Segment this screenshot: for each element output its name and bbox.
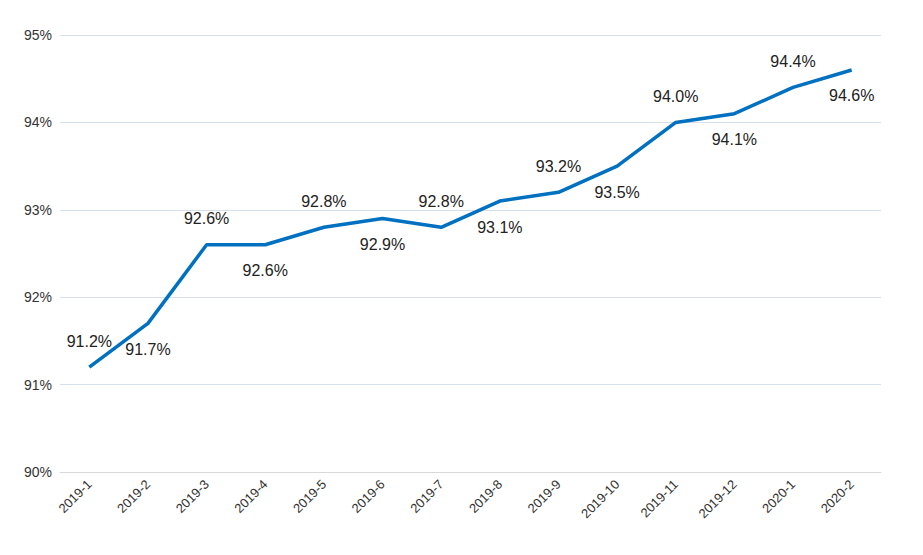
svg-text:93.1%: 93.1%: [477, 219, 522, 236]
svg-text:92.9%: 92.9%: [360, 236, 405, 253]
svg-text:2019-12: 2019-12: [695, 477, 739, 521]
svg-text:2019-3: 2019-3: [173, 477, 212, 516]
svg-text:92%: 92%: [24, 289, 52, 305]
svg-text:2019-1: 2019-1: [55, 477, 94, 516]
svg-text:2019-11: 2019-11: [637, 477, 681, 521]
svg-text:91.7%: 91.7%: [125, 341, 170, 358]
svg-text:2019-8: 2019-8: [466, 477, 505, 516]
svg-text:94.6%: 94.6%: [829, 87, 874, 104]
svg-text:91.2%: 91.2%: [67, 333, 112, 350]
svg-text:90%: 90%: [24, 464, 52, 480]
svg-text:2019-6: 2019-6: [349, 477, 388, 516]
svg-text:93.5%: 93.5%: [594, 184, 639, 201]
svg-text:92.6%: 92.6%: [184, 210, 229, 227]
svg-text:94%: 94%: [24, 114, 52, 130]
svg-text:92.6%: 92.6%: [243, 262, 288, 279]
svg-text:2020-2: 2020-2: [818, 477, 857, 516]
svg-text:95%: 95%: [24, 27, 52, 43]
svg-text:94.1%: 94.1%: [712, 131, 757, 148]
svg-text:2019-7: 2019-7: [407, 477, 446, 516]
svg-text:2019-2: 2019-2: [114, 477, 153, 516]
svg-text:91%: 91%: [24, 377, 52, 393]
svg-text:93%: 93%: [24, 202, 52, 218]
svg-text:94.0%: 94.0%: [653, 88, 698, 105]
svg-text:2019-5: 2019-5: [290, 477, 329, 516]
svg-text:2019-9: 2019-9: [525, 477, 564, 516]
svg-text:94.4%: 94.4%: [770, 53, 815, 70]
svg-text:92.8%: 92.8%: [418, 193, 463, 210]
svg-text:92.8%: 92.8%: [301, 193, 346, 210]
svg-text:2020-1: 2020-1: [759, 477, 798, 516]
svg-text:2019-10: 2019-10: [578, 477, 622, 521]
svg-text:2019-4: 2019-4: [231, 477, 270, 516]
svg-text:93.2%: 93.2%: [536, 158, 581, 175]
